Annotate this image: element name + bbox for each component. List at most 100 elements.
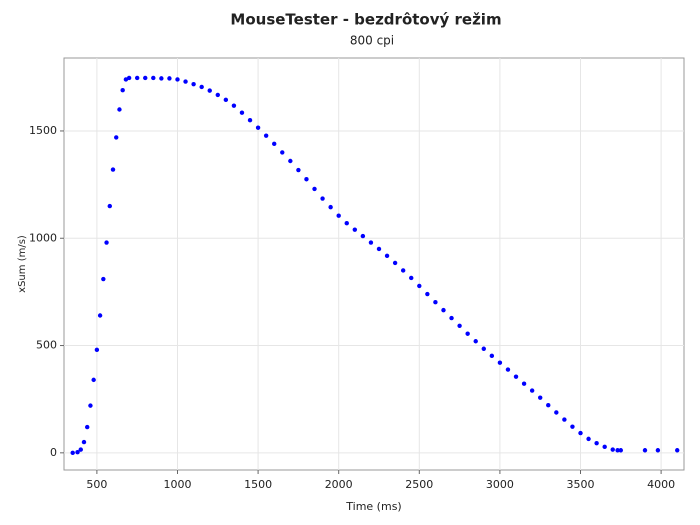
point — [594, 440, 599, 446]
point — [655, 448, 661, 453]
point — [312, 186, 317, 192]
point — [88, 403, 93, 408]
point — [546, 402, 551, 408]
point — [107, 203, 112, 209]
point — [75, 449, 80, 455]
point — [151, 75, 156, 81]
point — [344, 221, 349, 226]
point — [409, 275, 414, 281]
y-tick-label: 1500 — [29, 124, 57, 137]
point — [578, 430, 583, 436]
x-tick-label: 4000 — [647, 478, 675, 491]
point — [296, 167, 301, 173]
point — [642, 448, 648, 453]
point — [239, 110, 245, 115]
point — [199, 84, 204, 90]
point — [352, 227, 358, 232]
chart-subtitle: 800 cpi — [350, 34, 394, 48]
x-tick-label: 2000 — [325, 478, 353, 491]
point — [328, 204, 333, 210]
point — [304, 177, 309, 182]
point — [104, 240, 109, 245]
x-tick-label: 1500 — [244, 478, 272, 491]
point — [521, 381, 527, 386]
point — [392, 260, 398, 266]
point — [675, 448, 680, 453]
point — [215, 92, 220, 98]
point — [207, 88, 212, 93]
point — [433, 299, 438, 305]
point — [114, 135, 119, 140]
point — [529, 388, 535, 393]
point — [143, 75, 148, 81]
plot-area — [63, 57, 685, 471]
point — [465, 331, 470, 336]
point — [223, 97, 229, 103]
point — [400, 268, 406, 273]
point — [570, 424, 575, 429]
point — [191, 81, 196, 87]
point — [167, 76, 172, 81]
point — [473, 339, 478, 344]
point — [78, 447, 83, 452]
point — [618, 448, 624, 453]
point — [91, 377, 96, 383]
point — [489, 353, 495, 359]
point — [255, 125, 261, 130]
point — [554, 410, 559, 415]
point — [85, 424, 90, 430]
point — [384, 253, 390, 259]
point — [70, 450, 75, 456]
point — [586, 436, 591, 442]
point — [280, 150, 285, 155]
x-tick-label: 3000 — [486, 478, 514, 491]
point — [101, 276, 106, 282]
point — [175, 77, 180, 82]
x-tick-label: 500 — [86, 478, 107, 491]
point — [288, 158, 293, 164]
point — [441, 307, 446, 313]
point — [513, 374, 519, 379]
point — [134, 75, 140, 81]
point — [602, 444, 607, 450]
point — [120, 87, 125, 93]
point — [497, 360, 503, 365]
point — [449, 315, 454, 321]
x-tick-label: 1000 — [163, 478, 191, 491]
point — [610, 447, 615, 452]
point — [97, 313, 103, 318]
point — [425, 291, 430, 297]
point — [360, 233, 366, 239]
point — [336, 213, 341, 218]
point — [263, 133, 269, 138]
point — [481, 346, 486, 351]
x-tick-label: 3500 — [567, 478, 595, 491]
y-tick-label: 0 — [50, 446, 57, 459]
point — [538, 395, 543, 400]
y-tick-label: 500 — [36, 339, 57, 352]
point — [117, 107, 122, 112]
chart-title: MouseTester - bezdrôtový režim — [230, 11, 501, 29]
point — [457, 323, 462, 328]
point — [94, 347, 100, 353]
point — [81, 439, 87, 445]
point — [562, 417, 567, 422]
point — [272, 141, 277, 147]
point — [183, 79, 188, 84]
point — [615, 448, 620, 453]
point — [126, 75, 132, 81]
point — [247, 118, 253, 123]
point — [368, 240, 374, 245]
point — [417, 283, 422, 289]
point — [110, 167, 116, 172]
point — [159, 76, 164, 81]
point — [320, 196, 325, 201]
x-axis-label: Time (ms) — [345, 500, 401, 513]
y-tick-label: 1000 — [29, 231, 57, 244]
point — [376, 246, 382, 252]
point — [505, 367, 511, 372]
point — [231, 103, 237, 108]
y-axis-label: xSum (m/s) — [17, 235, 28, 293]
x-tick-label: 2500 — [405, 478, 433, 491]
